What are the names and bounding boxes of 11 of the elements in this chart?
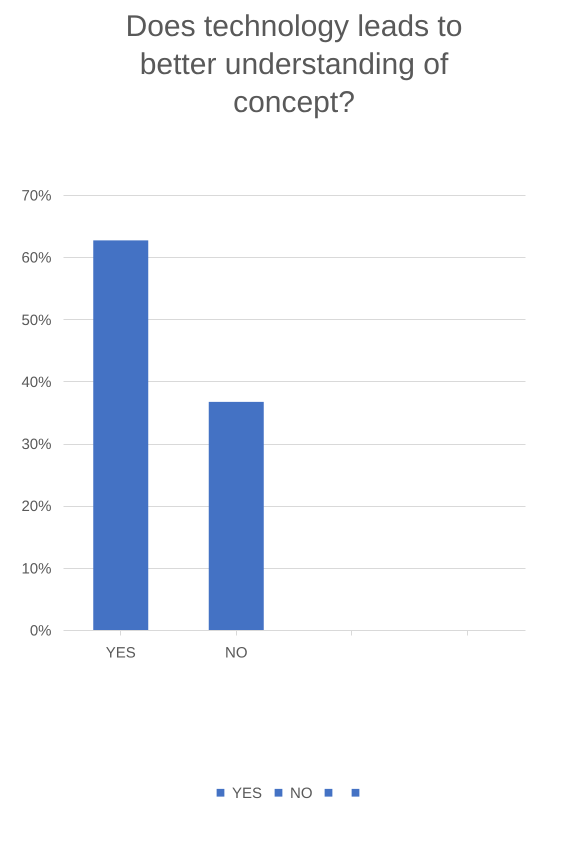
y-tick-label: 60% <box>21 250 52 267</box>
legend-label: YES <box>232 784 262 802</box>
y-tick-label: 0% <box>30 622 52 640</box>
y-tick-label: 30% <box>21 436 52 454</box>
y-tick-label: 50% <box>21 312 52 329</box>
y-tick-label: 40% <box>21 374 52 391</box>
legend-label: NO <box>290 784 312 802</box>
y-tick-label: 70% <box>21 188 52 204</box>
y-tick-label: 10% <box>21 560 52 578</box>
chart-title: Does technology leads to better understanding of concept? <box>126 10 462 119</box>
y-tick-label: 20% <box>21 498 52 516</box>
